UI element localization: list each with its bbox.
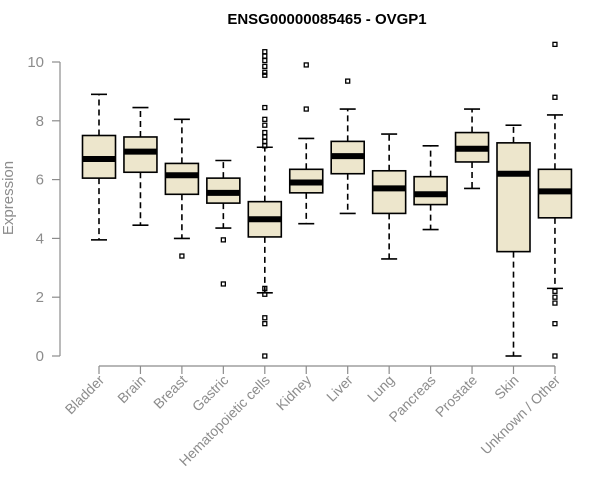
outlier-point <box>552 294 558 300</box>
outlier-point <box>262 285 268 292</box>
outlier-point <box>179 253 185 259</box>
y-axis-label: Expression <box>0 161 17 235</box>
box-prostate <box>454 108 490 190</box>
outlier-point <box>552 94 558 100</box>
x-tick-label: Kidney <box>273 372 315 414</box>
outlier-point <box>262 53 268 59</box>
y-tick-label: 4 <box>36 230 44 247</box>
x-tick-label: Liver <box>323 372 356 405</box>
outlier-point <box>262 104 268 111</box>
outlier-point <box>262 116 268 122</box>
boxes-group <box>81 41 573 359</box>
outlier-point <box>345 78 351 84</box>
box-skin <box>496 124 531 357</box>
outlier-point <box>552 321 558 327</box>
outlier-point <box>262 321 268 327</box>
iqr-box <box>164 162 200 196</box>
chart-title: ENSG00000085465 - OVGP1 <box>227 11 426 28</box>
y-tick-label: 8 <box>36 113 44 130</box>
outlier-point <box>262 72 268 78</box>
iqr-box <box>413 175 448 206</box>
box-gastric <box>206 159 241 287</box>
outlier-point <box>303 62 309 68</box>
outlier-point <box>262 63 268 70</box>
outlier-point <box>262 49 268 55</box>
outlier-point <box>552 41 558 48</box>
y-tick-label: 10 <box>27 54 44 71</box>
y-tick-label: 0 <box>36 348 44 365</box>
outlier-point <box>262 138 268 145</box>
outlier-point <box>262 129 268 136</box>
box-liver <box>330 78 366 215</box>
x-tick-label: Prostate <box>432 372 480 420</box>
x-tick-label: Breast <box>150 372 190 412</box>
box-unknown-other <box>537 41 573 359</box>
box-pancreas <box>413 144 448 231</box>
x-tick-label: Bladder <box>62 372 108 418</box>
box-hematopoietic-cells <box>247 49 283 359</box>
x-tick-label: Lung <box>364 372 397 405</box>
outlier-point <box>552 300 558 306</box>
outlier-point <box>262 122 268 128</box>
outlier-point <box>262 315 268 321</box>
y-tick-label: 6 <box>36 172 44 189</box>
box-brain <box>123 106 158 226</box>
box-kidney <box>288 62 324 225</box>
box-lung <box>371 133 407 260</box>
outlier-point <box>262 134 268 140</box>
outlier-point <box>262 143 268 149</box>
outlier-point <box>303 106 309 112</box>
iqr-box <box>496 142 531 253</box>
outlier-point <box>262 57 268 64</box>
outlier-point <box>262 353 268 359</box>
y-tick-label: 2 <box>36 289 44 306</box>
outlier-point <box>552 353 558 359</box>
outlier-point <box>262 291 268 297</box>
x-tick-label: Unknown / Other <box>477 372 563 458</box>
iqr-box <box>371 169 407 215</box>
x-tick-label: Skin <box>491 372 522 403</box>
outlier-point <box>262 69 268 75</box>
x-tick-label: Brain <box>114 372 148 406</box>
box-breast <box>164 118 200 259</box>
outlier-point <box>220 281 227 287</box>
outlier-point <box>552 288 558 294</box>
outlier-point <box>220 237 227 243</box>
box-bladder <box>81 93 117 241</box>
